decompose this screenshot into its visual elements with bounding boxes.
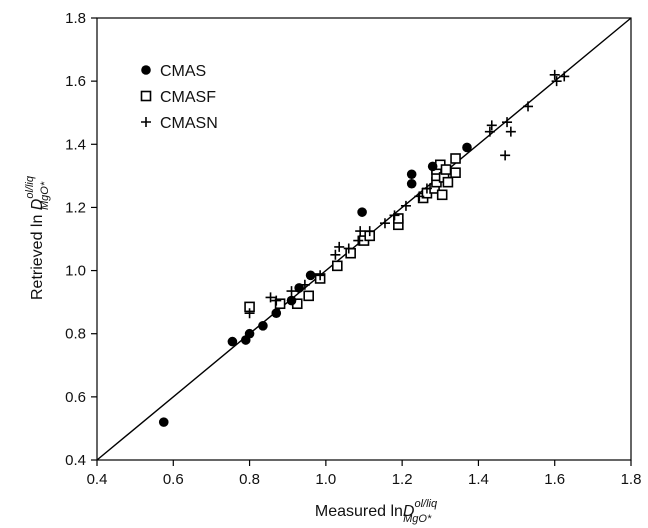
y-tick-label-1: 0.6: [65, 389, 86, 406]
x-tick-label-3: 1.0: [315, 471, 336, 488]
cmasn-point-13: [389, 210, 400, 221]
cmasf-point-6: [345, 247, 356, 259]
x-tick-label-7: 1.8: [621, 471, 642, 488]
legend-marker-cmas: [141, 65, 151, 75]
cmasf-point-22: [450, 167, 461, 178]
cmasn-point-2: [271, 295, 282, 306]
cmas-point-3: [244, 328, 255, 339]
cmasn-point-22: [523, 101, 534, 112]
cmasf-point-23: [450, 153, 461, 164]
cmas-point-8: [305, 270, 316, 281]
x-tick-label-1: 0.6: [163, 471, 184, 488]
cmasn-point-10: [355, 226, 366, 237]
cmas-point-12: [427, 161, 438, 172]
y-tick-label-5: 1.4: [65, 136, 86, 153]
cmasf-point-18: [436, 189, 448, 201]
cmas-point-1: [227, 336, 238, 347]
cmasf-point-5: [331, 260, 343, 272]
plot-frame: [96, 17, 632, 461]
y-tick-label-6: 1.6: [65, 73, 86, 90]
cmasn-point-1: [265, 292, 276, 303]
legend-marker-cmasf: [140, 90, 152, 102]
cmasf-point-3: [303, 290, 314, 302]
cmasn-point-9: [353, 235, 364, 246]
cmas-point-6: [286, 295, 297, 306]
legend-label-cmasn: CMASN: [160, 115, 218, 132]
cmasn-point-11: [364, 226, 375, 237]
legend-label-cmas: CMAS: [160, 63, 206, 80]
cmasn-point-6: [330, 249, 341, 260]
x-tick-label-4: 1.2: [392, 471, 413, 488]
legend-marker-cmasn: [141, 117, 151, 127]
cmasn-point-25: [559, 71, 570, 82]
y-tick-label-3: 1.0: [65, 263, 86, 280]
y-tick-label-7: 1.8: [65, 10, 86, 27]
cmas-point-9: [357, 207, 367, 217]
cmasn-point-7: [334, 241, 345, 252]
cmasf-point-20: [440, 164, 452, 175]
cmasn-point-5: [315, 270, 326, 281]
cmasn-point-3: [286, 286, 297, 297]
x-tick-label-6: 1.6: [544, 471, 565, 488]
x-tick-label-2: 0.8: [239, 471, 260, 488]
cmasn-point-8: [343, 243, 354, 254]
cmasn-point-21: [505, 126, 516, 137]
cmasn-point-0: [244, 308, 255, 319]
x-tick-label-0: 0.4: [87, 471, 108, 488]
cmasn-point-17: [484, 126, 495, 137]
cmas-point-11: [406, 169, 417, 180]
y-axis-label: Retrieved ln Dol/liq MgO*: [24, 175, 51, 300]
y-tick-label-4: 1.2: [65, 199, 86, 216]
cmasn-point-19: [500, 150, 511, 161]
cmas-point-0: [158, 417, 169, 427]
cmasn-point-23: [549, 69, 560, 80]
cmasn-point-16: [421, 183, 432, 194]
cmas-point-7: [294, 283, 304, 293]
cmasf-point-21: [442, 176, 454, 188]
cmasn-point-18: [486, 120, 497, 131]
cmasn-point-14: [400, 200, 411, 211]
x-axis-label: Measured lnDol/liq MgO*: [315, 498, 438, 525]
cmasn-point-15: [414, 191, 425, 202]
cmasn-point-20: [502, 117, 513, 128]
cmas-point-13: [462, 142, 472, 153]
legend-label-cmasf: CMASF: [160, 89, 216, 106]
cmasn-point-24: [551, 76, 562, 87]
cmas-point-4: [258, 321, 268, 331]
cmasn-point-12: [379, 218, 390, 229]
y-tick-label-2: 0.8: [65, 326, 86, 343]
y-tick-label-0: 0.4: [65, 452, 86, 469]
plot-area: 0.4 0.6 0.8 1.0 1.2 1.4 1.6 1.8 0.4 0.6 0.8 1.0 1.2 1…: [65, 10, 641, 488]
cmas-point-5: [271, 308, 282, 318]
cmas-point-10: [406, 178, 417, 189]
x-tick-label-5: 1.4: [468, 471, 489, 488]
